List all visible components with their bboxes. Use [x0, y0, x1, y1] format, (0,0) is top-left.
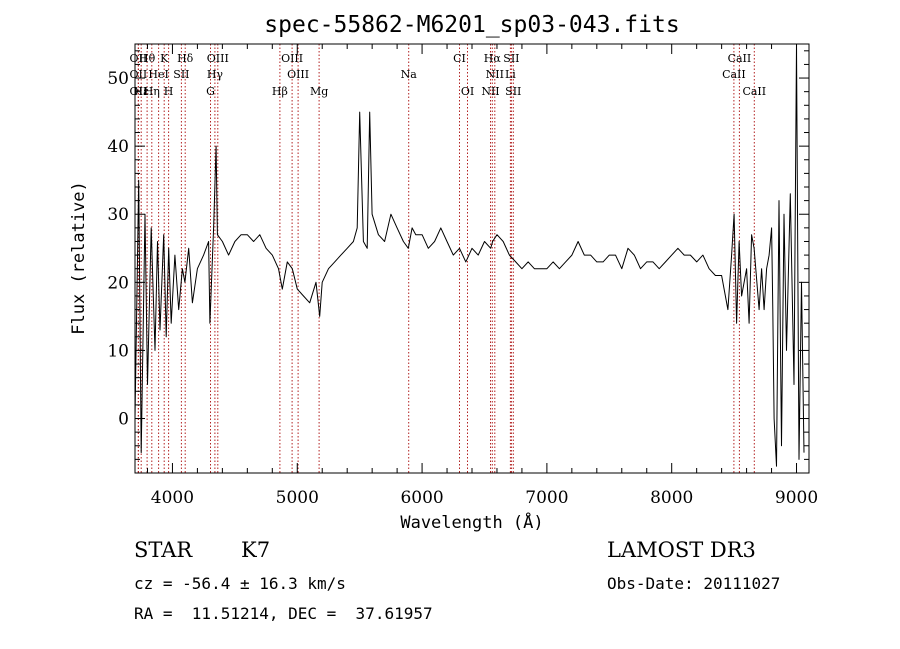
x-axis-ticks: 4000 5000 6000 7000 8000 9000	[146, 44, 818, 508]
spectral-line-label: OIII	[281, 52, 303, 65]
spectral-line-label: OII	[130, 68, 148, 81]
spectral-line-label: SII	[173, 68, 189, 81]
spectral-line-label: Hθ	[139, 52, 156, 65]
spectral-line-label: NII	[486, 68, 504, 81]
spectral-line-label: OI	[461, 85, 474, 98]
spectral-line-label: Na	[401, 68, 418, 81]
spectral-line-label: Hε	[134, 85, 150, 98]
x-axis-label: Wavelength (Å)	[400, 511, 543, 533]
y-axis-ticks: 0 10 20 30 40 50	[107, 50, 809, 460]
spectral-line-label: SII	[503, 52, 519, 65]
spectral-line-label: CI	[453, 52, 466, 65]
spectral-line-label: Hη	[144, 85, 160, 98]
coordinates: RA = 11.51214, DEC = 37.61957	[134, 604, 433, 623]
observation-date: Obs-Date: 20111027	[607, 574, 781, 593]
x-tick-label: 5000	[276, 488, 319, 508]
spectral-line-label: Mg	[310, 85, 328, 98]
y-tick-label: 40	[107, 137, 129, 157]
x-tick-label: 9000	[775, 488, 818, 508]
spectral-line-label: Hγ	[207, 68, 224, 81]
y-tick-label: 10	[107, 341, 129, 361]
plot-frame	[134, 43, 810, 474]
spectral-line-label: SII	[505, 85, 521, 98]
spectral-line-label: K	[160, 52, 169, 65]
chart-title: spec-55862-M6201_sp03-043.fits	[264, 12, 679, 38]
spectral-line-label: Li	[505, 68, 516, 81]
spectral-line-label: CaII	[742, 85, 766, 98]
survey-name: LAMOST DR3	[607, 538, 756, 562]
y-tick-label: 30	[107, 205, 129, 225]
spectral-line-label: OII	[130, 52, 148, 65]
spectral-line-label: G	[206, 85, 215, 98]
spectral-line-label: CaII	[728, 52, 752, 65]
x-tick-label: 8000	[650, 488, 693, 508]
spectral-line-label: HeI	[148, 68, 168, 81]
y-axis-label: Flux (relative)	[69, 181, 89, 335]
spectral-line-label: OIII	[207, 52, 229, 65]
spectral-line-label: Hδ	[177, 52, 194, 65]
y-tick-label: 50	[107, 69, 129, 89]
spectrum-line	[134, 43, 805, 467]
redshift-velocity: cz = -56.4 ± 16.3 km/s	[134, 574, 346, 593]
spectral-line-label: NII	[481, 85, 499, 98]
object-class: STAR	[134, 538, 193, 562]
x-tick-label: 4000	[151, 488, 194, 508]
y-tick-label: 0	[118, 410, 129, 430]
x-tick-label: 7000	[525, 488, 568, 508]
spectral-line-label: Hβ	[272, 85, 288, 98]
spectral-line-label: H	[164, 85, 174, 98]
x-tick-label: 6000	[400, 488, 443, 508]
y-tick-label: 20	[107, 273, 129, 293]
object-subclass: K7	[241, 538, 271, 562]
spectral-line-label: OIII	[287, 68, 309, 81]
spectral-line-label: Hα	[484, 52, 502, 65]
spectral-line-label: CaII	[722, 68, 746, 81]
spectral-line-markers	[137, 44, 755, 473]
